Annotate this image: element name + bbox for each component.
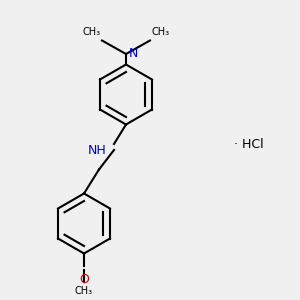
Text: · HCl: · HCl <box>234 137 264 151</box>
Text: N: N <box>129 47 138 61</box>
Text: CH₃: CH₃ <box>82 28 100 38</box>
Text: CH₃: CH₃ <box>75 286 93 296</box>
Text: CH₃: CH₃ <box>152 28 169 38</box>
Text: NH: NH <box>88 143 106 157</box>
Text: O: O <box>79 273 89 286</box>
